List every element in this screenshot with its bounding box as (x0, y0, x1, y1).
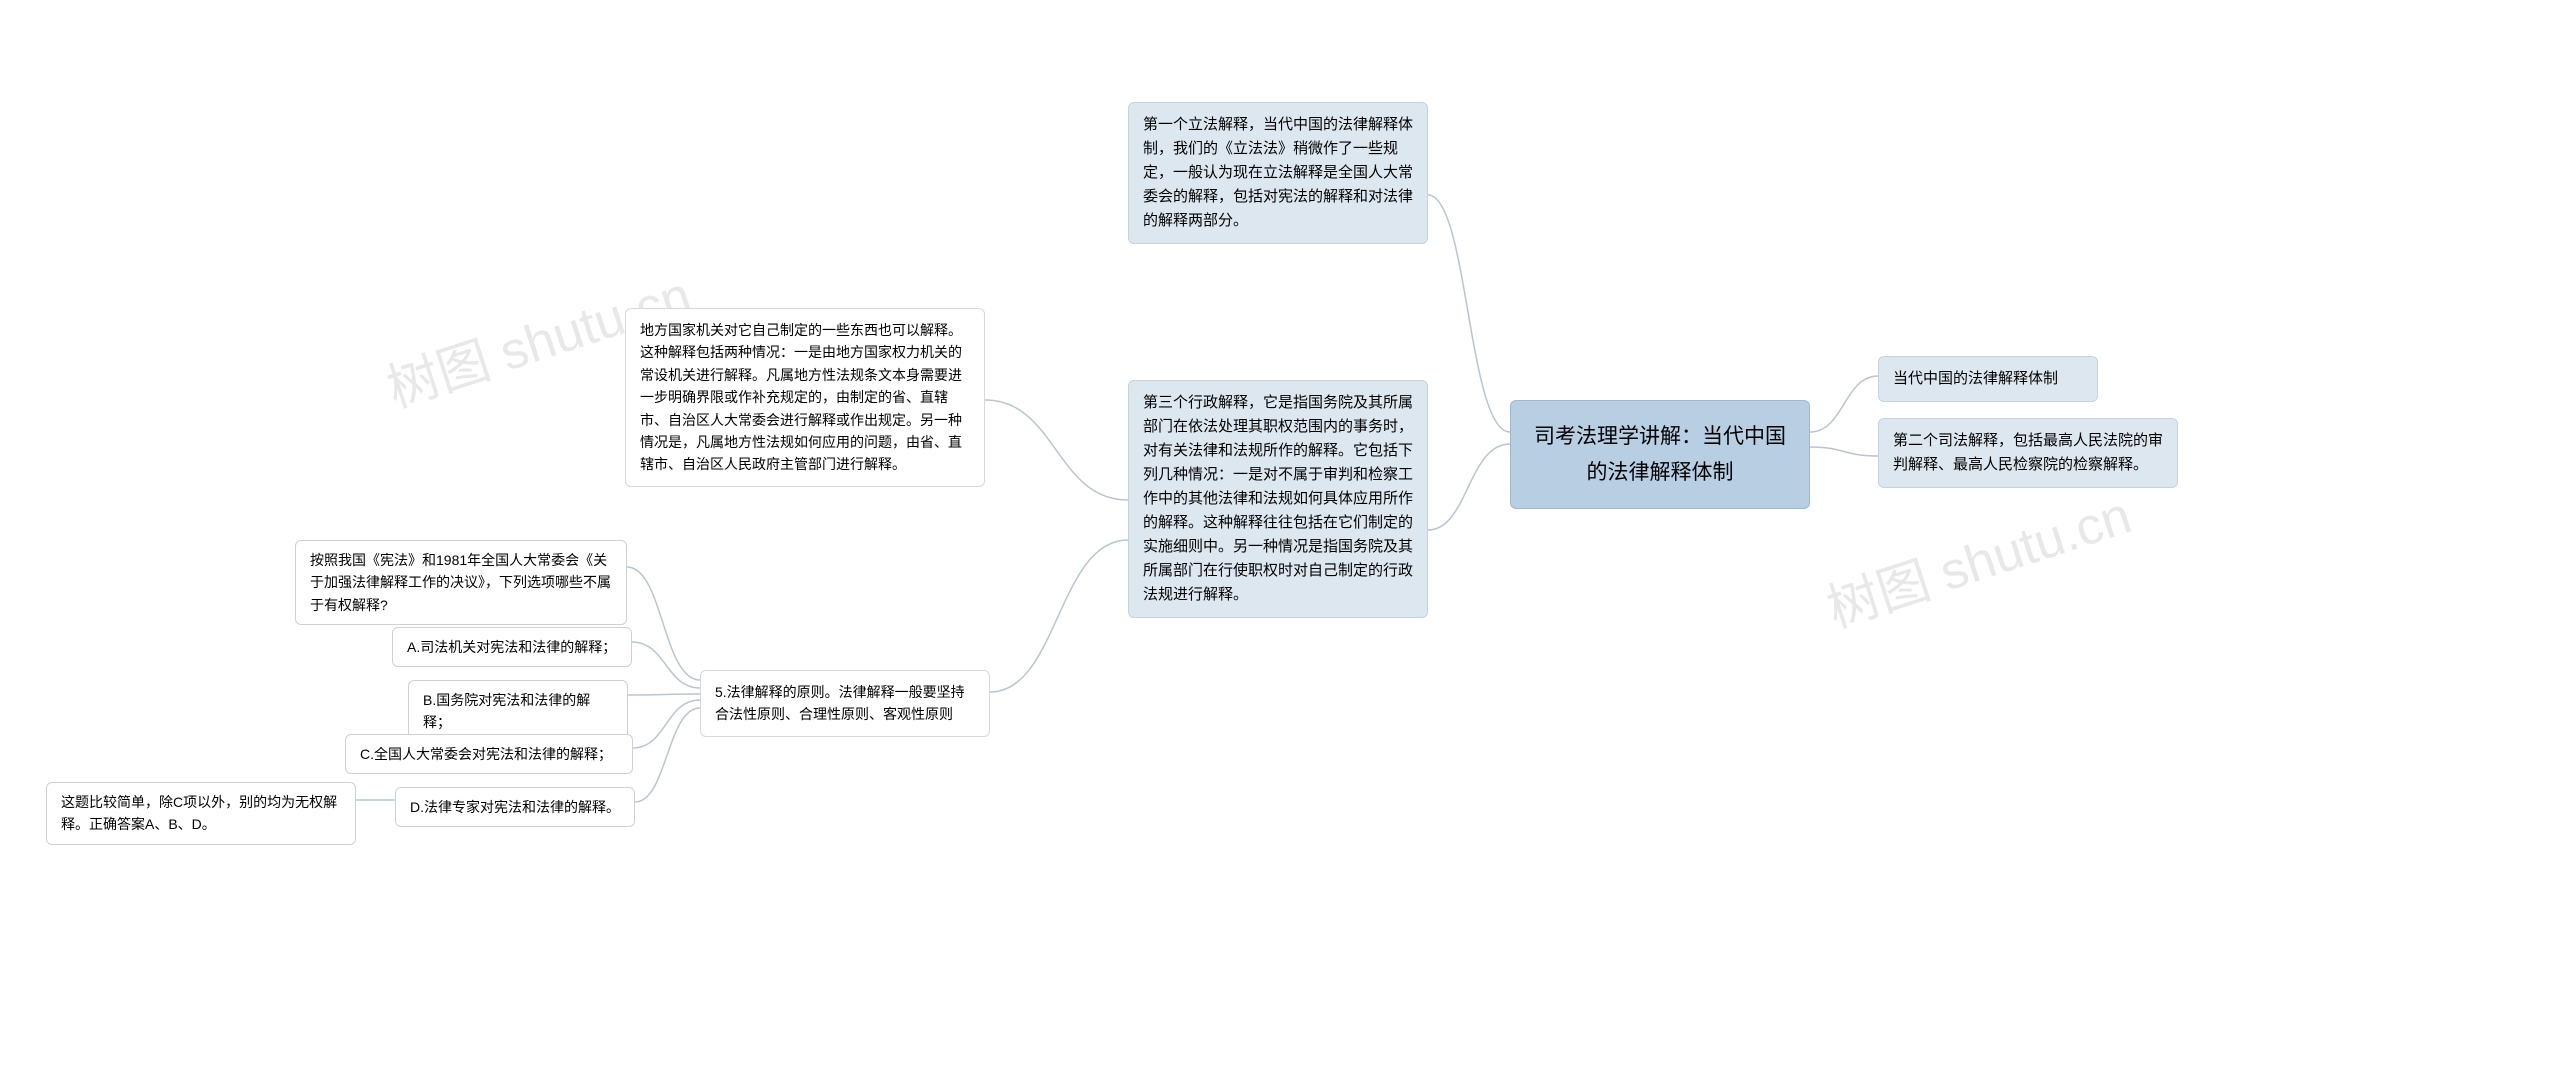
watermark-2: 树图 shutu.cn (1816, 473, 2139, 642)
question-option-c[interactable]: C.全国人大常委会对宪法和法律的解释； (345, 734, 633, 774)
node-text: 5.法律解释的原则。法律解释一般要坚持合法性原则、合理性原则、客观性原则 (715, 684, 965, 722)
node-text: D.法律专家对宪法和法律的解释。 (410, 799, 620, 815)
question-answer[interactable]: 这题比较简单，除C项以外，别的均为无权解释。正确答案A、B、D。 (46, 782, 356, 845)
node-text: 按照我国《宪法》和1981年全国人大常委会《关于加强法律解释工作的决议》，下列选… (310, 552, 611, 613)
question-prompt[interactable]: 按照我国《宪法》和1981年全国人大常委会《关于加强法律解释工作的决议》，下列选… (295, 540, 627, 625)
node-white-2[interactable]: 5.法律解释的原则。法律解释一般要坚持合法性原则、合理性原则、客观性原则 (700, 670, 990, 737)
node-blue-1[interactable]: 第一个立法解释，当代中国的法律解释体制，我们的《立法法》稍微作了一些规定，一般认… (1128, 102, 1428, 244)
root-text: 司考法理学讲解：当代中国的法律解释体制 (1534, 425, 1786, 484)
question-option-d[interactable]: D.法律专家对宪法和法律的解释。 (395, 787, 635, 827)
node-white-1[interactable]: 地方国家机关对它自己制定的一些东西也可以解释。这种解释包括两种情况：一是由地方国… (625, 308, 985, 487)
node-text: 这题比较简单，除C项以外，别的均为无权解释。正确答案A、B、D。 (61, 794, 337, 832)
root-node[interactable]: 司考法理学讲解：当代中国的法律解释体制 (1510, 400, 1810, 509)
node-text: 地方国家机关对它自己制定的一些东西也可以解释。这种解释包括两种情况：一是由地方国… (640, 322, 962, 472)
node-right-2[interactable]: 第二个司法解释，包括最高人民法院的审判解释、最高人民检察院的检察解释。 (1878, 418, 2178, 488)
node-text: A.司法机关对宪法和法律的解释； (407, 639, 616, 655)
node-text: C.全国人大常委会对宪法和法律的解释； (360, 746, 612, 762)
node-text: 第三个行政解释，它是指国务院及其所属部门在依法处理其职权范围内的事务时，对有关法… (1143, 394, 1413, 603)
node-text: 当代中国的法律解释体制 (1893, 370, 2058, 387)
node-right-1[interactable]: 当代中国的法律解释体制 (1878, 356, 2098, 402)
question-option-a[interactable]: A.司法机关对宪法和法律的解释； (392, 627, 632, 667)
node-blue-2[interactable]: 第三个行政解释，它是指国务院及其所属部门在依法处理其职权范围内的事务时，对有关法… (1128, 380, 1428, 618)
node-text: 第二个司法解释，包括最高人民法院的审判解释、最高人民检察院的检察解释。 (1893, 432, 2163, 473)
node-text: 第一个立法解释，当代中国的法律解释体制，我们的《立法法》稍微作了一些规定，一般认… (1143, 116, 1413, 229)
node-text: B.国务院对宪法和法律的解释； (423, 692, 590, 730)
